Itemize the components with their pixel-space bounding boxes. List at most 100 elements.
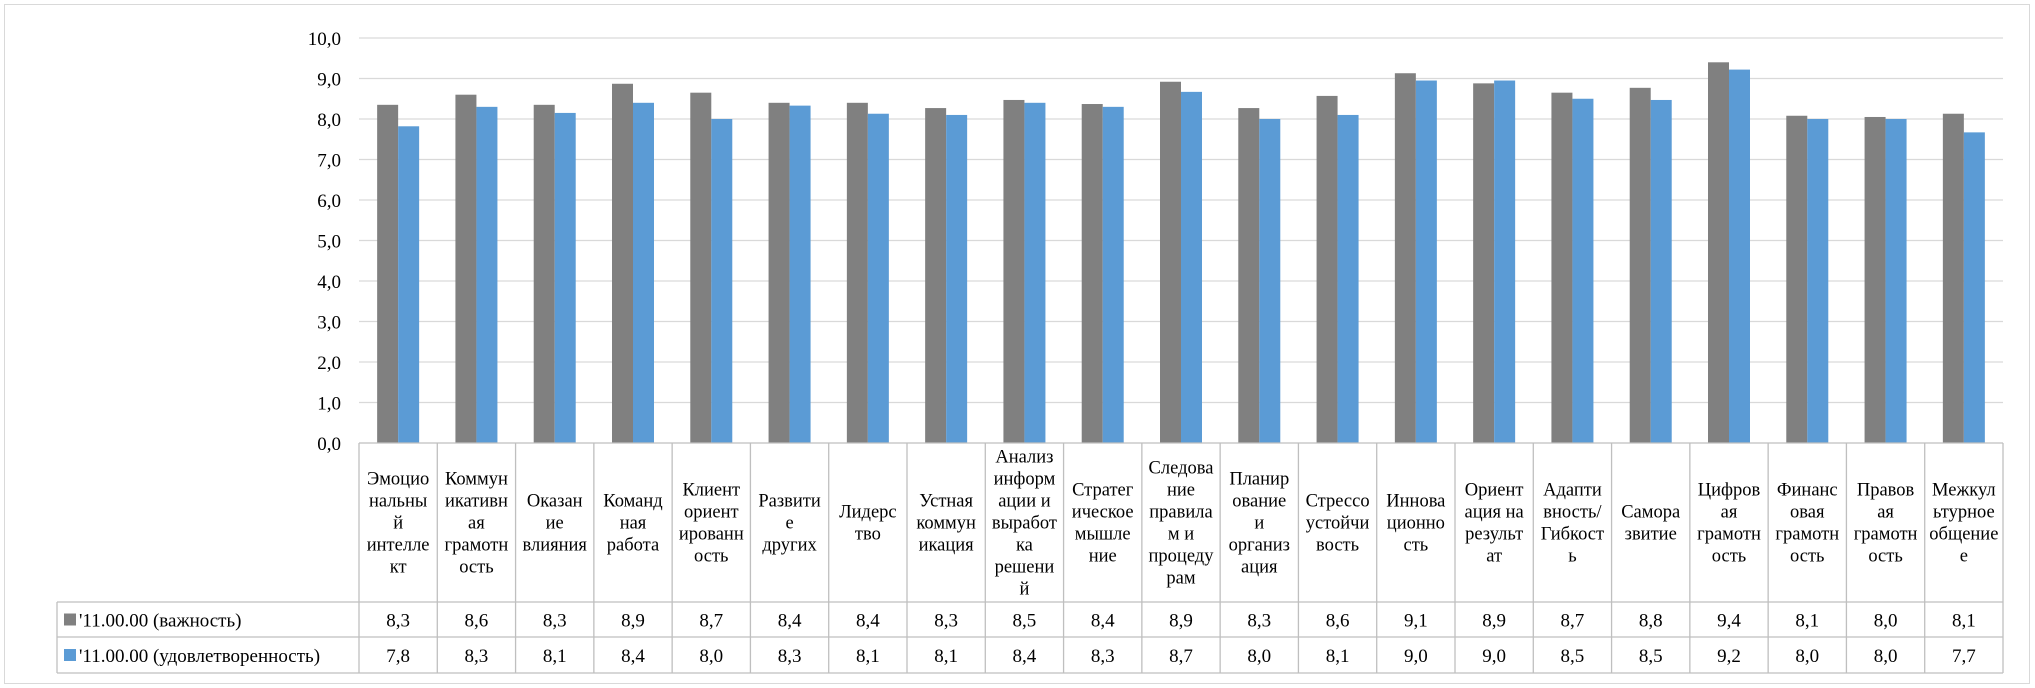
data-table-value: 8,0 (1874, 611, 1898, 632)
data-table-value: 8,9 (1169, 611, 1193, 632)
category-label: Оказан ие влияния (522, 492, 587, 556)
bar-satisfaction (476, 106, 498, 443)
bar-satisfaction (1807, 119, 1829, 443)
data-table-value: 8,3 (386, 611, 410, 632)
data-table-value: 8,0 (1247, 646, 1271, 667)
data-table-value: 9,4 (1717, 611, 1741, 632)
category-label: Самора звитие (1621, 503, 1680, 545)
data-table-value: 7,7 (1952, 646, 1976, 667)
category-label: Стрессо устойчи вость (1306, 492, 1370, 556)
y-tick-label: 8,0 (317, 110, 341, 131)
bar-importance (455, 94, 477, 443)
data-table-value: 7,8 (386, 646, 410, 667)
bar-importance (377, 104, 399, 443)
data-table-value: 8,5 (1013, 611, 1037, 632)
bar-satisfaction (1494, 80, 1516, 444)
data-table-value: 8,1 (856, 646, 880, 667)
category-label: Коммун икативн ая грамотн ость (445, 470, 509, 578)
data-table-value: 8,5 (1561, 646, 1585, 667)
bar-importance (1473, 83, 1495, 444)
bar-satisfaction (711, 119, 733, 443)
category-label: Следова ние правила м и процеду рам (1149, 459, 1215, 589)
bar-importance (1864, 116, 1886, 443)
bar-importance (533, 104, 555, 443)
legend-label: '11.00.00 (удовлетворенность) (79, 646, 320, 667)
bar-importance (1708, 62, 1729, 444)
data-table-value: 8,5 (1639, 646, 1663, 667)
bar-satisfaction (1729, 69, 1750, 443)
data-table-value: 8,8 (1639, 611, 1663, 632)
category-label: Адапти вность/Гибкост ь (1541, 481, 1604, 567)
chart-frame: 0,0 1,0 2,0 3,0 4,0 5,0 6,0 7,0 8,0 9,0 10,0 Эмоцио… (4, 4, 2030, 684)
y-tick-label: 6,0 (317, 191, 341, 212)
category-label: Правов ая грамотн ость (1854, 481, 1918, 567)
bar-satisfaction (867, 113, 889, 444)
category-label: Клиент ориент ированн ость (679, 481, 744, 567)
data-table-value: 9,0 (1404, 646, 1428, 667)
bar-satisfaction (554, 112, 576, 444)
category-label: Межкул ьтурное общение е (1929, 481, 1998, 567)
bar-satisfaction (1650, 99, 1672, 443)
data-table-value: 9,0 (1482, 646, 1506, 667)
bar-importance (1081, 104, 1103, 443)
y-tick-label: 3,0 (317, 313, 341, 334)
data-table-value: 8,4 (856, 611, 880, 632)
bar-importance (925, 108, 947, 443)
y-tick-label: 4,0 (317, 272, 341, 293)
category-label: Команд ная работа (603, 492, 662, 556)
bar-satisfaction (1415, 80, 1437, 444)
data-table-value: 8,1 (1795, 611, 1819, 632)
bar-importance (1629, 87, 1651, 443)
bar-importance (1238, 108, 1260, 443)
bar-satisfaction (633, 102, 654, 444)
bar-importance (1786, 115, 1808, 443)
legend-key-satisfaction (64, 649, 76, 661)
category-label: Развити е других (758, 492, 821, 556)
bar-satisfaction (1259, 119, 1281, 443)
data-table-value: 8,3 (778, 646, 802, 667)
category-label: Иннова ционно сть (1386, 492, 1445, 556)
data-table-value: 8,0 (699, 646, 723, 667)
bar-importance (1316, 95, 1338, 443)
legend-key-importance (64, 613, 76, 626)
bar-satisfaction (789, 105, 811, 443)
category-label: Финанс овая грамотн ость (1775, 481, 1839, 567)
data-table-value: 8,4 (1091, 611, 1115, 632)
bar-importance (690, 92, 712, 444)
y-tick-label: 5,0 (317, 232, 341, 253)
bar-importance (768, 102, 790, 444)
bar-satisfaction (1337, 114, 1359, 443)
data-table-value: 9,1 (1404, 611, 1428, 632)
category-label: Стратег ическое мышле ние (1072, 481, 1134, 567)
data-table-value: 8,1 (934, 646, 958, 667)
bar-satisfaction (1102, 106, 1124, 443)
data-table-value: 8,7 (1169, 646, 1193, 667)
bar-satisfaction (946, 114, 968, 443)
data-table-value: 8,6 (1326, 611, 1350, 632)
bar-importance (612, 83, 633, 443)
bar-satisfaction (1572, 98, 1594, 443)
data-table-value: 8,3 (465, 646, 489, 667)
data-table-value: 8,4 (621, 646, 645, 667)
bar-satisfaction (1885, 119, 1907, 443)
y-tick-label: 1,0 (317, 394, 341, 415)
y-tick-label: 10,0 (308, 29, 341, 50)
data-table-value: 8,3 (1247, 611, 1271, 632)
bar-importance (1942, 113, 1964, 444)
data-table-value: 8,1 (1952, 611, 1976, 632)
data-table-value: 8,0 (1795, 646, 1819, 667)
y-tick-label: 0,0 (317, 434, 341, 455)
bar-importance (1551, 92, 1573, 444)
bar-satisfaction (1181, 91, 1202, 444)
y-tick-label: 9,0 (317, 70, 341, 91)
data-table-value: 8,9 (621, 611, 645, 632)
data-table-value: 8,7 (1561, 611, 1585, 632)
data-table-value: 8,4 (778, 611, 802, 632)
bar-importance (1394, 73, 1416, 444)
data-table-value: 8,0 (1874, 646, 1898, 667)
category-label: Ориент ация на результ ат (1465, 481, 1524, 567)
legend-label: '11.00.00 (важность) (79, 611, 241, 632)
bar-importance (1003, 99, 1025, 443)
bar-chart: 0,0 1,0 2,0 3,0 4,0 5,0 6,0 7,0 8,0 9,0 10,0 Эмоцио… (56, 29, 2004, 674)
data-table-value: 8,3 (934, 611, 958, 632)
